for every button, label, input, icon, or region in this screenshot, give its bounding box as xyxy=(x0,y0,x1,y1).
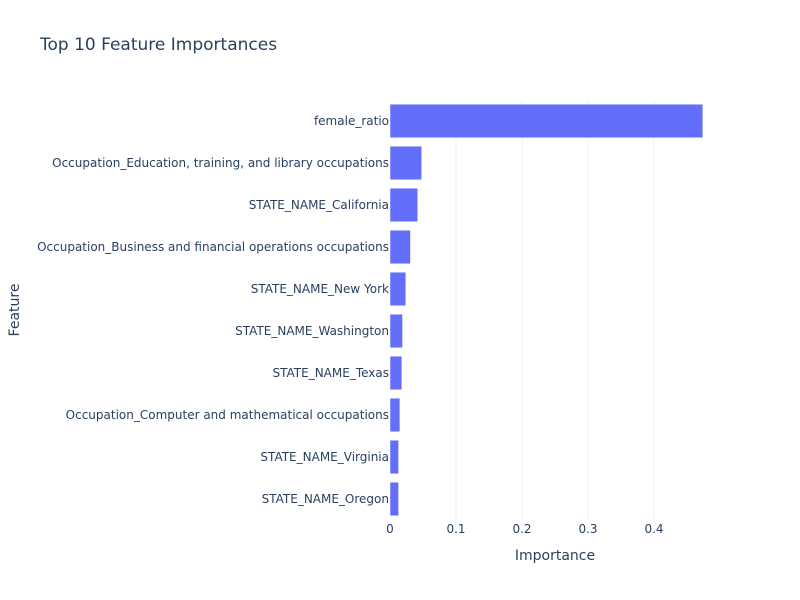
x-tick-label: 0.4 xyxy=(644,522,663,536)
y-tick-label: Occupation_Education, training, and libr… xyxy=(52,156,389,170)
y-tick-label: STATE_NAME_Texas xyxy=(273,366,390,380)
y-axis-title: Feature xyxy=(7,284,23,337)
x-tick-labels: 0 0.1 0.2 0.3 0.4 xyxy=(386,522,663,536)
bar[interactable] xyxy=(389,397,401,433)
y-tick-label: STATE_NAME_Virginia xyxy=(260,450,389,464)
bar[interactable] xyxy=(389,271,407,307)
y-tick-labels: female_ratio Occupation_Education, traini… xyxy=(37,114,389,506)
x-tick-label: 0.1 xyxy=(446,522,465,536)
bar[interactable] xyxy=(389,355,403,391)
bar[interactable] xyxy=(389,145,422,181)
y-tick-label: female_ratio xyxy=(314,114,389,128)
bars xyxy=(389,103,704,517)
x-tick-label: 0 xyxy=(386,522,394,536)
bar[interactable] xyxy=(389,187,418,223)
y-tick-label: STATE_NAME_Washington xyxy=(235,324,389,338)
y-tick-label: Occupation_Business and financial operat… xyxy=(37,240,389,254)
x-axis-title: Importance xyxy=(515,548,595,564)
gridlines xyxy=(455,100,655,520)
bar[interactable] xyxy=(389,439,399,475)
bar[interactable] xyxy=(389,481,399,517)
y-tick-label: STATE_NAME_New York xyxy=(251,282,389,296)
bar[interactable] xyxy=(389,229,411,265)
bar[interactable] xyxy=(389,103,704,139)
y-tick-label: Occupation_Computer and mathematical occ… xyxy=(66,408,389,422)
chart-title: Top 10 Feature Importances xyxy=(39,35,277,55)
y-tick-label: STATE_NAME_California xyxy=(249,198,389,212)
x-tick-label: 0.2 xyxy=(512,522,531,536)
bar[interactable] xyxy=(389,313,403,349)
x-tick-label: 0.3 xyxy=(578,522,597,536)
y-tick-label: STATE_NAME_Oregon xyxy=(262,492,389,506)
